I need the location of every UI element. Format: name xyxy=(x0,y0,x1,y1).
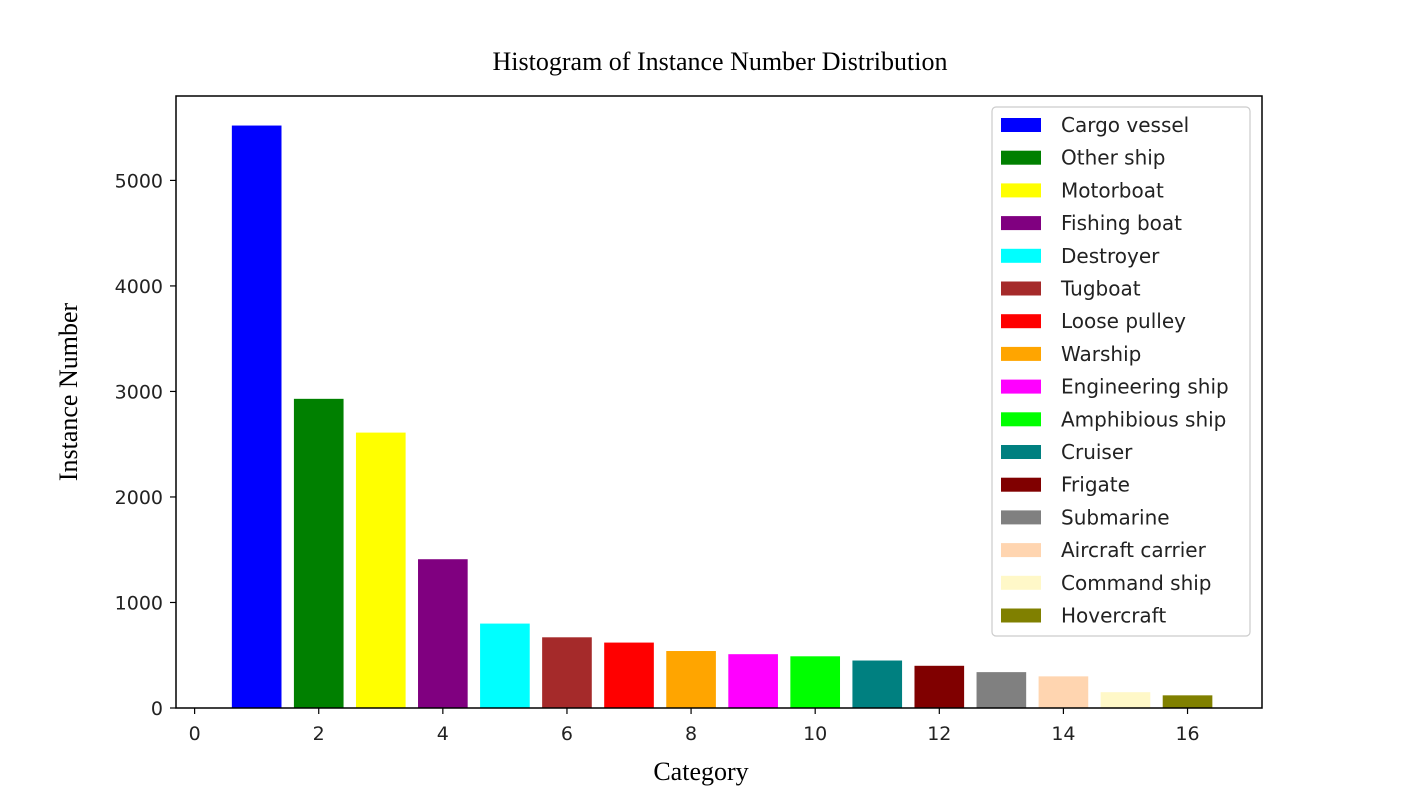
legend-swatch xyxy=(1001,608,1041,623)
legend-label: Cargo vessel xyxy=(1061,113,1189,137)
x-tick-label: 10 xyxy=(803,723,827,745)
legend-label: Cruiser xyxy=(1061,440,1133,464)
x-axis-label: Category xyxy=(653,757,748,786)
legend-label: Warship xyxy=(1061,342,1141,366)
bar xyxy=(976,672,1027,708)
y-axis-label: Instance Number xyxy=(54,303,83,482)
legend-swatch xyxy=(1001,118,1041,132)
plot-frame xyxy=(175,95,1263,709)
bar xyxy=(728,654,778,708)
legend-swatch xyxy=(1001,248,1041,263)
x-tick-label: 2 xyxy=(313,723,325,745)
y-tick-label: 5000 xyxy=(115,170,163,192)
legend-swatch xyxy=(1001,510,1041,525)
x-tick-label: 14 xyxy=(1051,723,1075,745)
legend-swatch xyxy=(1001,314,1041,329)
y-axis-ticks: 0 1000 2000 3000 4000 5000 xyxy=(115,170,176,720)
legend-label: Amphibious ship xyxy=(1061,407,1226,431)
bar xyxy=(1162,695,1213,708)
bars-group xyxy=(231,125,1213,709)
legend-swatch xyxy=(1001,477,1041,492)
legend-label: Hovercraft xyxy=(1061,604,1166,628)
legend-swatch xyxy=(1001,543,1041,558)
y-tick-label: 0 xyxy=(151,698,163,720)
legend-swatch xyxy=(1001,150,1041,165)
bar xyxy=(480,623,530,708)
legend-label: Destroyer xyxy=(1061,244,1160,268)
bar xyxy=(1038,676,1089,708)
x-axis-ticks: 0 2 4 6 8 10 12 14 16 xyxy=(189,708,1200,745)
legend-items: Cargo vessel Other ship Motorboat Fishing b… xyxy=(1001,113,1229,628)
bar xyxy=(852,660,903,708)
legend-swatch xyxy=(1001,281,1041,296)
legend-swatch xyxy=(1001,575,1041,590)
bar xyxy=(355,432,406,708)
legend-label: Engineering ship xyxy=(1061,375,1229,399)
y-tick-label: 2000 xyxy=(115,487,163,509)
bar xyxy=(1100,692,1151,708)
legend-label: Loose pulley xyxy=(1061,309,1186,333)
legend-box xyxy=(991,106,1251,637)
bar xyxy=(666,651,716,708)
legend-swatch xyxy=(1001,183,1041,198)
bar xyxy=(231,125,282,709)
bar xyxy=(293,398,344,708)
legend-swatch xyxy=(1001,216,1041,231)
legend-label: Command ship xyxy=(1061,571,1212,595)
legend-swatch xyxy=(1001,346,1041,361)
bar xyxy=(914,665,965,708)
legend-label: Frigate xyxy=(1061,473,1130,497)
legend-label: Aircraft carrier xyxy=(1061,538,1207,562)
x-tick-label: 8 xyxy=(685,723,697,745)
legend-swatch xyxy=(1001,379,1041,394)
x-tick-label: 4 xyxy=(437,723,449,745)
legend-swatch xyxy=(1001,445,1041,459)
legend-label: Other ship xyxy=(1061,146,1166,170)
legend-label: Tugboat xyxy=(1060,277,1141,301)
y-tick-label: 3000 xyxy=(115,381,163,403)
y-tick-label: 1000 xyxy=(115,592,163,614)
y-tick-label: 4000 xyxy=(115,276,163,298)
legend-label: Motorboat xyxy=(1061,178,1164,202)
bar xyxy=(418,559,468,708)
x-tick-label: 0 xyxy=(189,723,201,745)
legend-label: Submarine xyxy=(1061,505,1170,529)
chart-title: Histogram of Instance Number Distributio… xyxy=(493,47,948,76)
bar xyxy=(542,637,592,708)
x-tick-label: 16 xyxy=(1175,723,1199,745)
legend-label: Fishing boat xyxy=(1061,211,1182,235)
legend-swatch xyxy=(1001,412,1041,427)
x-tick-label: 12 xyxy=(927,723,951,745)
legend: Cargo vessel Other ship Motorboat Fishing b… xyxy=(991,106,1251,637)
x-tick-label: 6 xyxy=(561,723,573,745)
bar xyxy=(604,642,654,708)
bar xyxy=(790,656,841,708)
